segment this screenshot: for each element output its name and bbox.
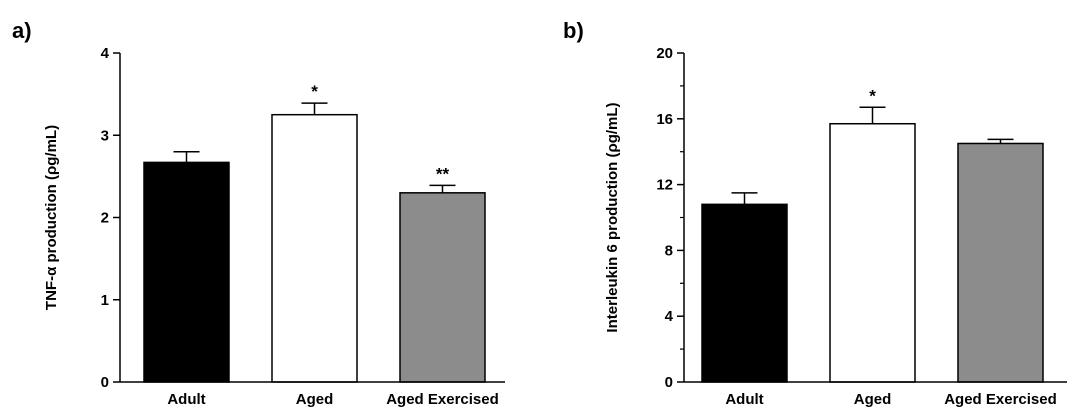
panel-b-y-tick-label: 16 (656, 111, 673, 128)
panel-a-y-tick-label: 1 (101, 292, 109, 309)
panel-b-category-label-1: Adult (725, 391, 763, 408)
panel-a-bar-1 (143, 161, 230, 383)
panel-a-y-tick-label: 0 (101, 374, 109, 391)
panel-b-category-label-3: Aged Exercised (944, 391, 1057, 408)
panel-b-y-tick-label: 4 (665, 308, 674, 325)
panel-a-y-tick-label: 2 (101, 210, 109, 227)
panel-a-bar-3 (399, 192, 486, 383)
panel-a-significance-2: * (311, 82, 318, 101)
panel-a-y-tick-label: 3 (101, 127, 109, 144)
panel-a-category-label-1: Adult (167, 391, 205, 408)
panel-b-category-label-2: Aged (854, 391, 892, 408)
panel-b-y-tick-label: 8 (665, 242, 673, 259)
panel-b-y-axis-title: Interleukin 6 production (ρg/mL) (604, 102, 621, 332)
panel-a-label: a) (12, 18, 32, 43)
panel-b-bar-1 (701, 203, 788, 383)
panel-a-significance-3: ** (436, 164, 450, 183)
panel-b-y-tick-label: 20 (656, 45, 673, 62)
panel-b-y-tick-label: 12 (656, 177, 673, 194)
panel-a-category-label-3: Aged Exercised (386, 391, 499, 408)
panel-b-y-tick-label: 0 (665, 374, 673, 391)
panel-b-label: b) (563, 18, 584, 43)
panel-b-bar-2 (829, 122, 916, 383)
panel-b-bar-3 (957, 142, 1044, 383)
panel-b-significance-2: * (869, 86, 876, 105)
panel-a-bar-2 (271, 113, 358, 383)
panel-a-y-axis-title: TNF-α production (ρg/mL) (43, 125, 60, 310)
panel-a-category-label-2: Aged (296, 391, 334, 408)
panel-a-y-tick-label: 4 (101, 45, 110, 62)
